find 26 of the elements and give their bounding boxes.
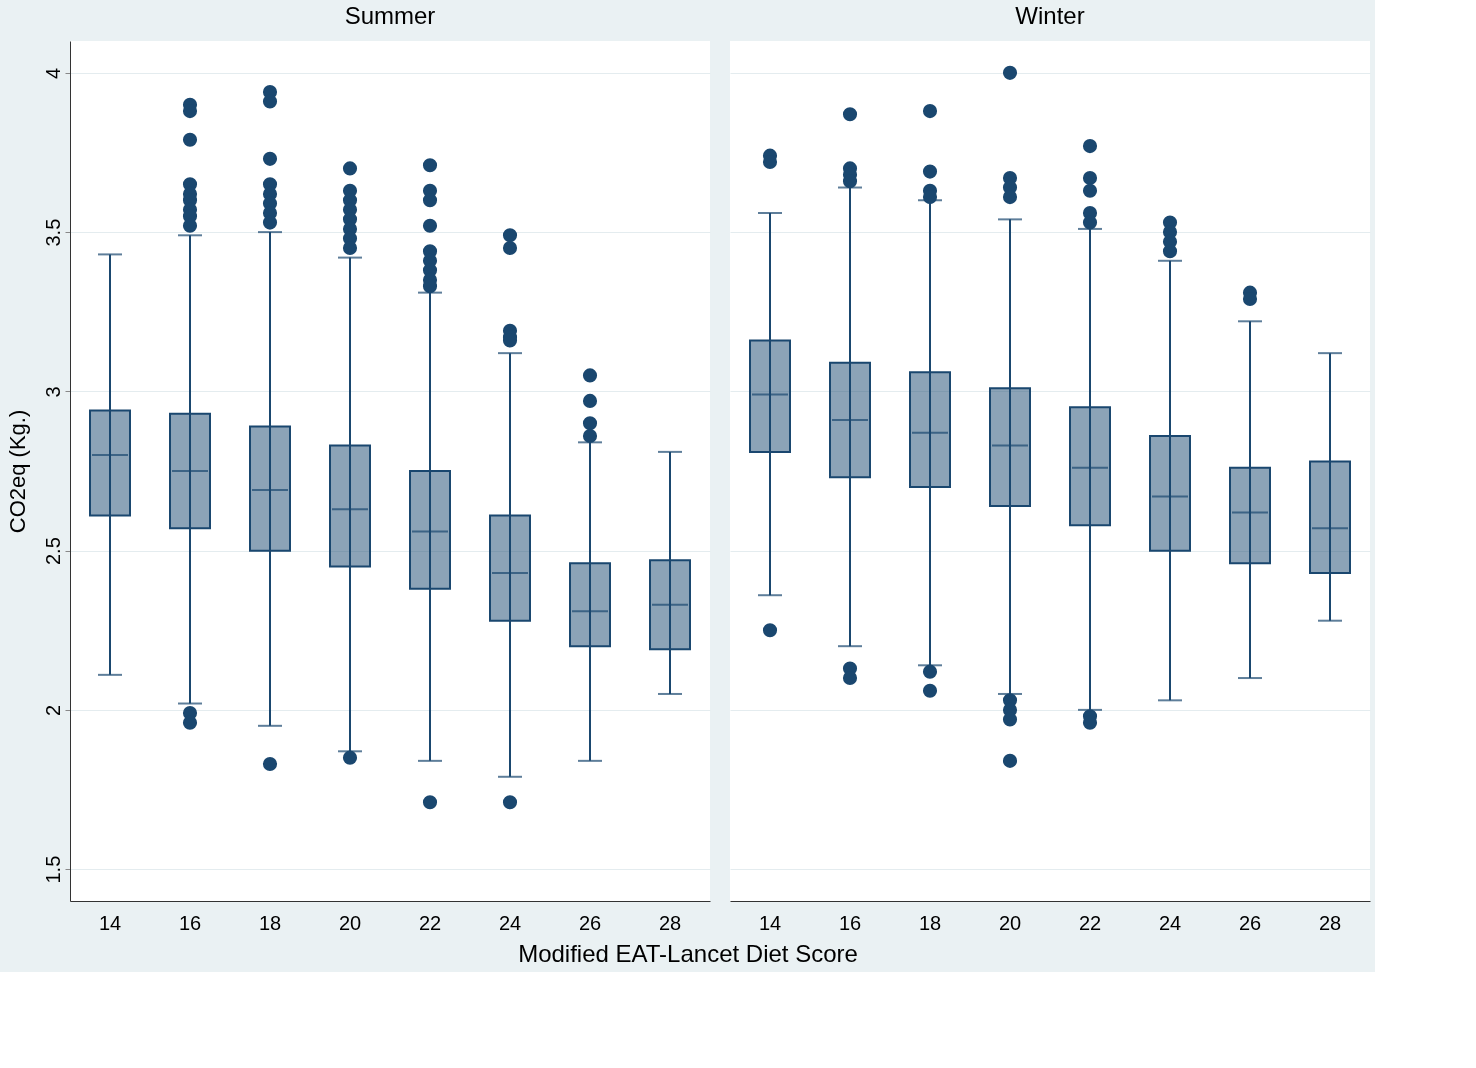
- x-tick-label: 22: [418, 911, 442, 934]
- x-tick-label: 14: [98, 911, 122, 934]
- y-tick-label: 3.5: [41, 218, 64, 247]
- x-tick-label: 16: [838, 911, 862, 934]
- y-tick-label: 3: [41, 386, 64, 398]
- y-tick-label: 2: [41, 704, 64, 716]
- x-tick-label: 24: [498, 911, 522, 934]
- y-tick-label: 1.5: [41, 855, 64, 884]
- y-tick-label: 2.5: [41, 537, 64, 566]
- x-tick-label: 26: [578, 911, 602, 934]
- chart-title: Winter: [1015, 2, 1085, 29]
- x-tick-label: 24: [1158, 911, 1182, 934]
- x-tick-label: 22: [1078, 911, 1102, 934]
- x-tick-label: 20: [998, 911, 1022, 934]
- x-tick-label: 14: [758, 911, 782, 934]
- x-tick-label: 28: [658, 911, 682, 934]
- x-tick-label: 18: [918, 911, 942, 934]
- x-tick-label: 16: [178, 911, 202, 934]
- x-axis-title: Modified EAT-Lancet Diet Score: [518, 940, 858, 967]
- x-tick-label: 28: [1318, 911, 1342, 934]
- x-tick-label: 18: [258, 911, 282, 934]
- y-tick-label: 4: [41, 67, 64, 79]
- x-tick-label: 26: [1238, 911, 1262, 934]
- y-axis-title: CO2eq (Kg.): [4, 409, 30, 534]
- chart-title: Summer: [344, 2, 436, 29]
- x-tick-label: 20: [338, 911, 362, 934]
